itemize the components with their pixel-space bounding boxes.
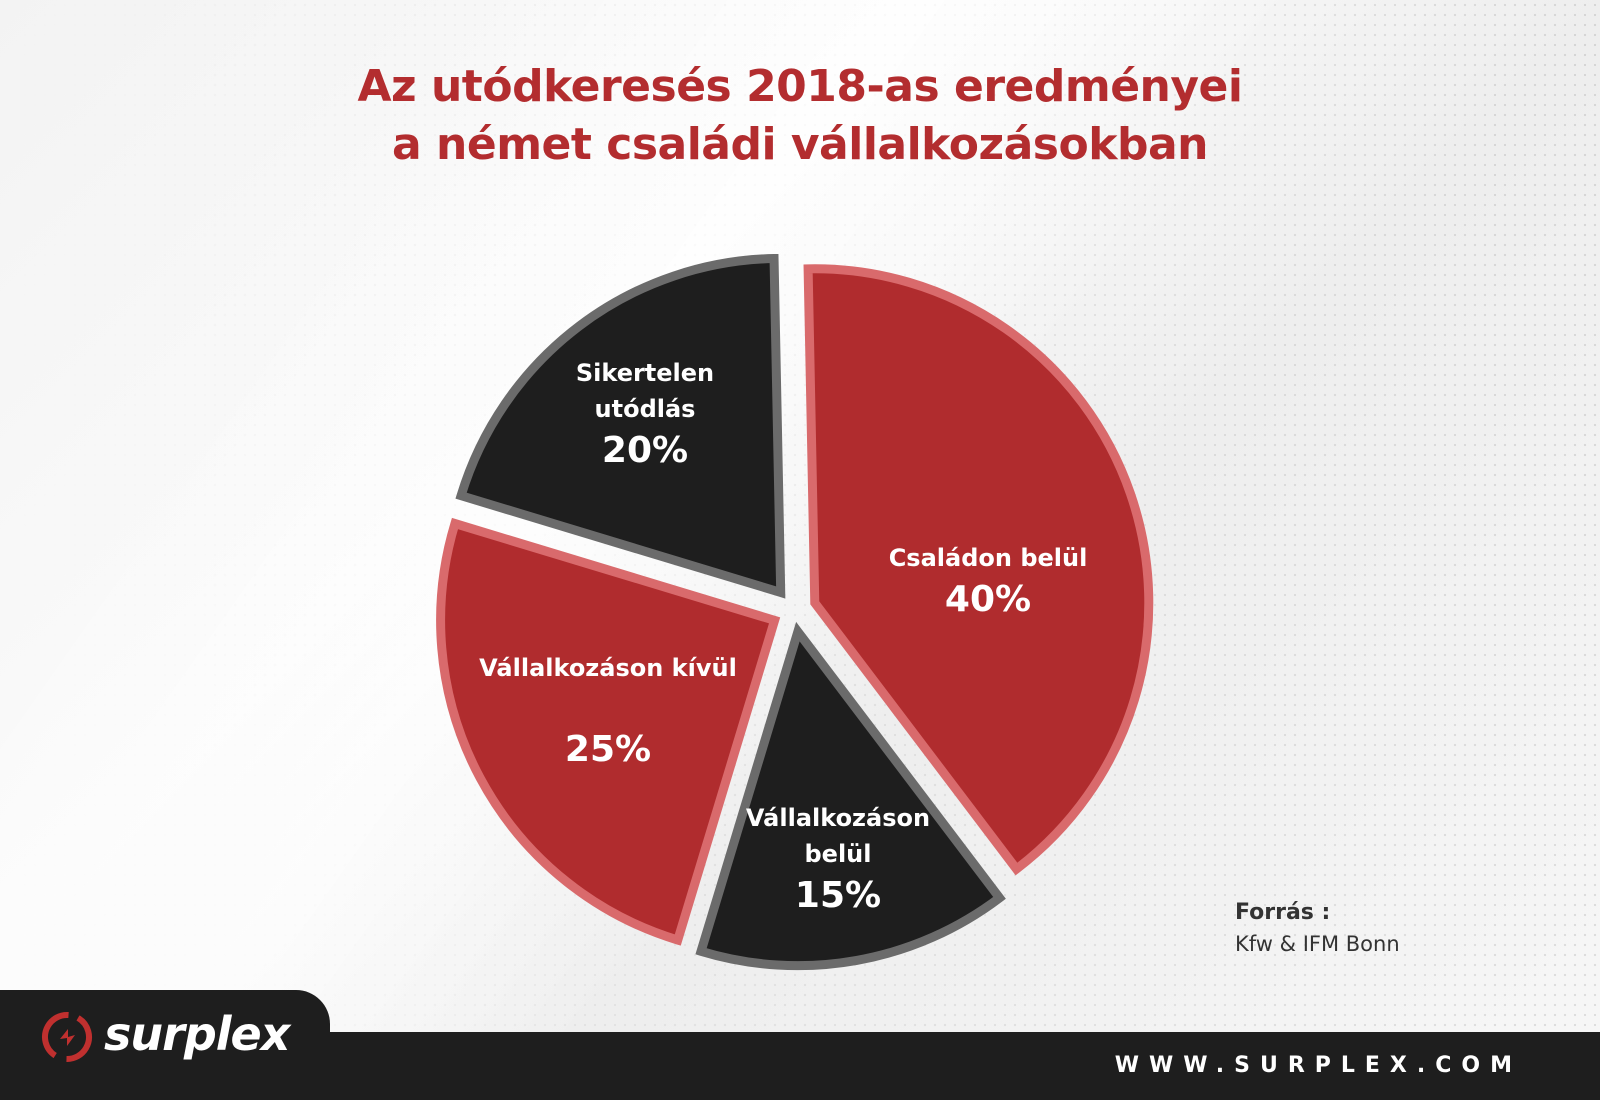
slice-vallalkozason-belul [695, 621, 1006, 971]
source-note: Forrás : Kfw & IFM Bonn [1235, 898, 1400, 960]
slice-label-vallalkozason-kivul-value: 25% [564, 729, 652, 770]
source-heading: Forrás : [1235, 900, 1331, 925]
slice-sikertelen-utodlas [455, 253, 786, 599]
slice-label-sikertelen-utodlas-value: 20% [601, 430, 689, 471]
slice-vallalkozason-kivul [436, 517, 781, 946]
logo-tab [0, 990, 330, 1100]
slice-label-sikertelen-utodlas-text-2: utódlás [594, 395, 696, 423]
slice-csaladon-belul [803, 264, 1154, 876]
chart-title: Az utódkeresés 2018-as eredményei a néme… [0, 58, 1600, 174]
slice-label-vallalkozason-belul-value: 15% [794, 875, 882, 916]
surplex-circle-icon [42, 1012, 92, 1062]
website-url: WWW.SURPLEX.COM [1114, 1053, 1522, 1078]
slice-label-vallalkozason-kivul: Vállalkozáson kívül 25% [479, 650, 737, 774]
source-value: Kfw & IFM Bonn [1235, 932, 1400, 956]
slice-label-vallalkozason-belul-text-2: belül [804, 840, 872, 868]
slice-label-sikertelen-utodlas: Sikertelen utódlás 20% [576, 355, 714, 475]
slice-label-vallalkozason-belul-text-1: Vállalkozáson [745, 804, 931, 832]
slice-label-sikertelen-utodlas-text-1: Sikertelen [575, 359, 715, 387]
slice-label-vallalkozason-belul: Vállalkozáson belül 15% [746, 800, 930, 920]
chart-title-line-2: a német családi vállalkozásokban [392, 119, 1208, 170]
slice-label-vallalkozason-kivul-text: Vállalkozáson kívül [479, 654, 737, 682]
slice-label-csaladon-belul: Családon belül 40% [889, 540, 1088, 624]
chart-title-line-1: Az utódkeresés 2018-as eredményei [357, 61, 1243, 112]
surplex-logo-text: surplex [104, 1007, 290, 1061]
slice-label-csaladon-belul-value: 40% [944, 579, 1032, 620]
slice-label-csaladon-belul-text: Családon belül [888, 544, 1088, 572]
